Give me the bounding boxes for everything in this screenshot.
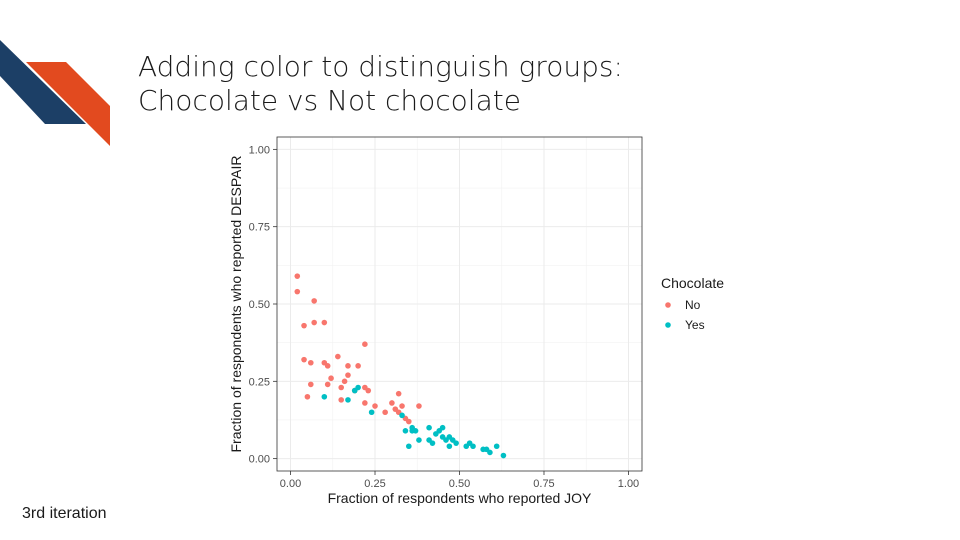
legend: Chocolate No Yes <box>661 275 724 332</box>
data-point-yes <box>416 437 422 443</box>
x-tick-label: 0.50 <box>449 478 470 490</box>
legend-label-yes: Yes <box>685 318 705 332</box>
data-point-yes <box>368 409 375 416</box>
data-point-no <box>382 409 388 416</box>
slide-title-line-1: Adding color to distinguish groups: <box>138 50 623 83</box>
data-point-no <box>311 319 317 326</box>
data-point-no <box>301 322 307 329</box>
scatter-chart: 0.00 0.25 0.50 0.75 1.00 0.00 0.25 0.50 0.75 1.00… <box>228 136 724 506</box>
legend-key-no <box>665 302 671 308</box>
data-point-no <box>338 384 345 391</box>
y-tick-label: 0.75 <box>249 222 270 234</box>
data-point-yes <box>426 424 432 431</box>
x-axis-title: Fraction of respondents who reported JOY <box>328 490 592 506</box>
slide-title-line-2: Chocolate vs Not chocolate <box>138 84 521 117</box>
grid <box>277 137 642 471</box>
data-point-no <box>328 375 334 382</box>
y-axis-title: Fraction of respondents who reported DES… <box>228 155 244 452</box>
x-tick-label: 0.75 <box>533 478 554 490</box>
data-point-no <box>345 363 351 369</box>
axis-ticks: 0.00 0.25 0.50 0.75 1.00 0.00 0.25 0.50 0.75 1.00 <box>249 144 640 490</box>
data-point-no <box>416 403 422 409</box>
data-point-no <box>335 353 341 360</box>
accent-stripe <box>26 62 110 146</box>
data-point-yes <box>500 452 507 459</box>
legend-items: No Yes <box>665 298 705 332</box>
data-point-no <box>372 403 378 409</box>
data-point-no <box>362 400 368 406</box>
data-point-yes <box>487 449 493 456</box>
data-point-yes <box>453 440 459 446</box>
data-point-yes <box>402 427 409 434</box>
data-point-no <box>301 356 307 363</box>
y-tick-label: 0.00 <box>249 454 270 466</box>
data-point-yes <box>351 387 358 394</box>
data-point-yes <box>321 393 328 400</box>
data-point-no <box>362 341 368 348</box>
x-tick-label: 1.00 <box>618 478 639 490</box>
data-point-yes <box>406 443 412 450</box>
data-point-no <box>311 298 317 304</box>
x-tick-label: 0.00 <box>280 478 301 490</box>
data-point-no <box>321 319 328 326</box>
legend-label-no: No <box>685 298 701 312</box>
data-point-no <box>395 390 402 397</box>
data-point-yes <box>439 424 446 431</box>
data-point-no <box>307 381 314 388</box>
data-point-no <box>355 363 361 369</box>
data-point-yes <box>470 443 476 450</box>
data-point-no <box>307 359 314 366</box>
data-point-yes <box>412 427 419 434</box>
data-point-yes <box>493 443 500 450</box>
y-tick-label: 0.25 <box>249 376 270 388</box>
data-point-no <box>294 288 301 295</box>
data-point-no <box>341 378 348 385</box>
data-point-no <box>338 397 345 403</box>
data-point-yes <box>345 397 351 403</box>
y-tick-label: 1.00 <box>249 144 270 156</box>
data-points <box>294 273 507 459</box>
data-point-no <box>365 387 372 394</box>
data-point-no <box>304 393 311 400</box>
slide-title: Adding color to distinguish groups: Choc… <box>138 50 623 118</box>
decorative-stripes <box>0 40 110 146</box>
dark-stripe <box>0 40 86 124</box>
data-point-yes <box>429 440 436 446</box>
data-point-no <box>294 273 301 279</box>
data-point-no <box>399 403 405 409</box>
data-point-yes <box>446 443 453 450</box>
y-tick-label: 0.50 <box>249 299 270 311</box>
data-point-no <box>324 381 331 388</box>
data-point-no <box>324 363 331 369</box>
data-point-no <box>389 400 395 406</box>
data-point-no <box>406 418 412 425</box>
data-point-yes <box>399 412 405 419</box>
legend-key-yes <box>665 322 671 328</box>
x-tick-label: 0.25 <box>364 478 385 490</box>
legend-title: Chocolate <box>661 275 724 291</box>
data-point-no <box>345 372 351 378</box>
footnote: 3rd iteration <box>22 505 107 522</box>
